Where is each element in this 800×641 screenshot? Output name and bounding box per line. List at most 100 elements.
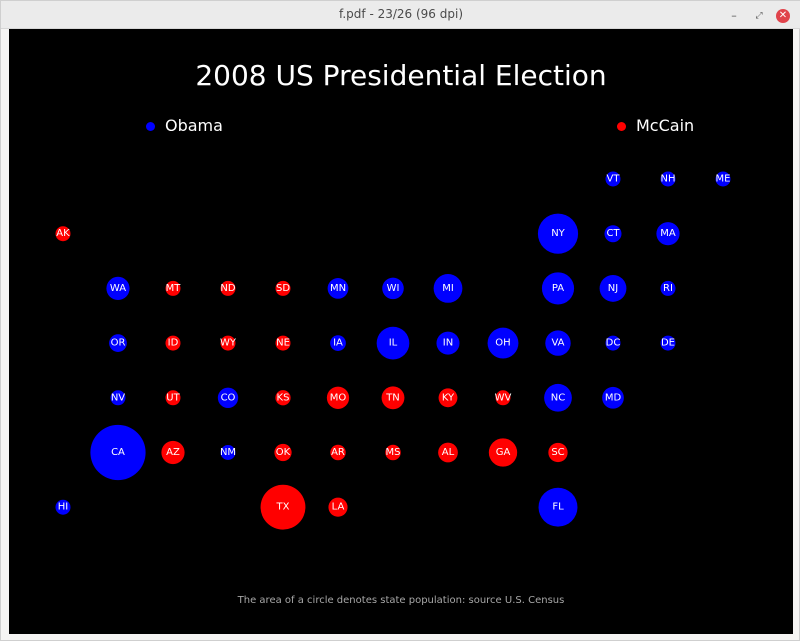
state-bubble-fl (538, 487, 578, 527)
state-label-az: AZ (166, 447, 180, 458)
state-bubble-nm (220, 445, 236, 460)
state-bubble-pa (541, 272, 575, 305)
state-bubble-mt (165, 280, 181, 296)
title-bar[interactable]: f.pdf - 23/26 (96 dpi) – ⤢ ✕ (1, 1, 800, 29)
state-bubble-ny (537, 213, 579, 254)
state-label-wi: WI (387, 283, 400, 294)
state-label-mn: MN (330, 283, 346, 294)
state-bubble-az (161, 440, 185, 465)
legend-obama-dot (146, 122, 155, 131)
state-label-ms: MS (386, 447, 401, 458)
state-label-ky: KY (442, 392, 455, 403)
state-label-nm: NM (220, 447, 236, 458)
state-label-ct: CT (606, 228, 620, 239)
state-bubble-nc (544, 383, 572, 412)
state-bubble-ia (330, 335, 346, 351)
state-label-il: IL (389, 338, 398, 349)
chart-title: 2008 US Presidential Election (195, 59, 607, 92)
state-label-hi: HI (58, 502, 68, 513)
state-bubble-wy (220, 335, 236, 351)
state-bubble-co (217, 387, 239, 408)
state-bubble-ak (55, 226, 71, 242)
state-label-ks: KS (277, 392, 290, 403)
state-bubble-ok (274, 443, 292, 462)
minimize-icon[interactable]: – (731, 9, 737, 22)
state-label-wa: WA (110, 283, 126, 294)
state-label-co: CO (221, 392, 236, 403)
state-bubble-hi (55, 499, 71, 515)
state-bubble-mn (327, 278, 349, 299)
state-label-mo: MO (330, 392, 347, 403)
state-label-ma: MA (660, 228, 676, 239)
state-bubble-ky (438, 388, 458, 408)
state-label-tx: TX (276, 502, 290, 513)
state-label-wy: WY (220, 338, 237, 349)
state-label-nh: NH (661, 174, 676, 185)
state-label-ok: OK (276, 447, 291, 458)
state-bubble-sd (275, 280, 291, 296)
state-bubble-ar (330, 444, 346, 461)
state-label-ar: AR (331, 447, 345, 458)
state-bubble-nd (220, 280, 236, 296)
state-label-wv: WV (495, 392, 512, 403)
state-bubble-ne (275, 335, 291, 351)
state-bubble-il (376, 326, 410, 360)
state-bubble-ct (604, 225, 622, 243)
window-title: f.pdf - 23/26 (96 dpi) (339, 7, 463, 21)
state-bubble-or (109, 334, 127, 352)
state-bubble-ma (656, 222, 680, 246)
state-bubble-me (715, 171, 731, 187)
state-bubble-oh (487, 327, 519, 359)
state-bubble-sc (548, 442, 568, 463)
close-icon[interactable]: ✕ (776, 9, 790, 23)
maximize-icon[interactable]: ⤢ (755, 11, 763, 21)
state-bubble-map: VT NH ME AK NY CT MA WA MT ND SD MN WI MI PA NJ RI OR ID WY… (55, 171, 731, 530)
state-label-tn: TN (385, 392, 400, 403)
state-bubble-wa (106, 276, 130, 301)
state-label-id: ID (168, 338, 179, 349)
state-label-dc: DC (606, 338, 621, 349)
state-label-de: DE (661, 338, 675, 349)
state-bubble-ca (90, 424, 146, 481)
state-label-me: ME (716, 174, 731, 185)
legend-mccain-dot (617, 122, 626, 131)
state-label-mi: MI (442, 283, 454, 294)
state-bubble-tn (381, 386, 405, 410)
state-label-nv: NV (111, 392, 125, 403)
state-bubble-wv (495, 390, 511, 406)
state-label-sc: SC (551, 447, 564, 458)
legend-obama-label: Obama (165, 116, 223, 135)
state-label-la: LA (332, 502, 345, 513)
state-label-ny: NY (551, 228, 565, 239)
document-page: 2008 US Presidential Election Obama McCa… (9, 29, 793, 634)
state-label-md: MD (605, 392, 622, 403)
state-bubble-ms (385, 444, 401, 461)
state-label-ga: GA (496, 447, 511, 458)
state-bubble-in (436, 331, 460, 355)
legend-mccain-label: McCain (636, 116, 695, 135)
state-label-nd: ND (220, 283, 235, 294)
state-label-ca: CA (111, 447, 125, 458)
state-label-va: VA (551, 338, 564, 349)
state-label-ri: RI (663, 283, 673, 294)
state-label-vt: VT (607, 174, 621, 185)
state-bubble-ga (488, 438, 518, 467)
state-label-nc: NC (551, 392, 565, 403)
state-bubble-ri (660, 280, 676, 296)
state-label-ne: NE (276, 338, 290, 349)
state-bubble-nv (110, 390, 126, 406)
state-label-oh: OH (495, 338, 510, 349)
state-label-fl: FL (552, 502, 564, 513)
state-label-in: IN (443, 338, 453, 349)
state-bubble-de (660, 335, 676, 351)
state-bubble-mi (433, 274, 463, 303)
state-label-or: OR (111, 338, 126, 349)
state-bubble-md (602, 386, 624, 409)
state-bubble-mo (326, 386, 350, 409)
state-bubble-ut (165, 390, 181, 406)
state-bubble-vt (605, 171, 621, 187)
state-label-al: AL (442, 447, 455, 458)
state-label-pa: PA (552, 283, 564, 294)
state-label-nj: NJ (608, 283, 618, 294)
